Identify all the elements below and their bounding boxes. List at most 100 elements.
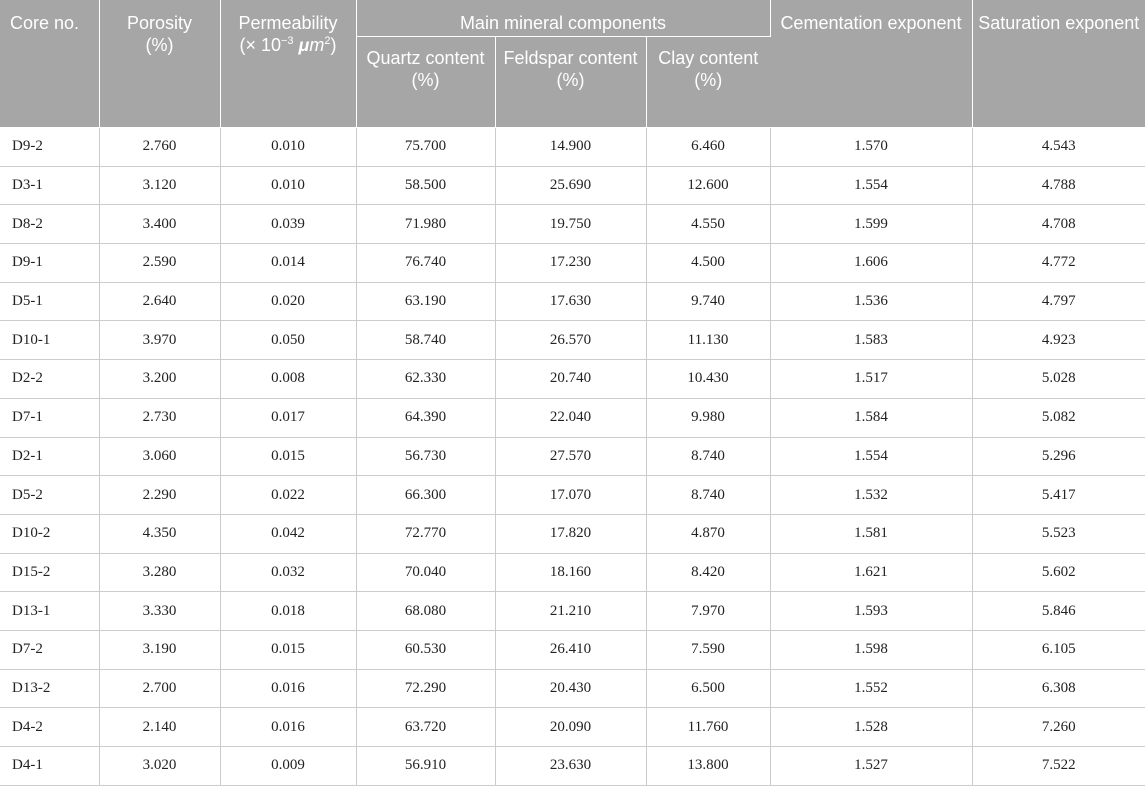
cell-saturation: 5.417: [972, 475, 1145, 515]
cell-saturation: 4.923: [972, 320, 1145, 361]
cell-cementation: 1.593: [770, 591, 973, 631]
cell-cementation: 1.517: [770, 359, 973, 399]
cell-permeability: 0.018: [220, 591, 357, 631]
table-row: D7-1 2.730 0.017 64.390 22.040 9.980 1.584 5.08…: [0, 398, 1145, 438]
cell-feldspar: 21.210: [495, 591, 647, 631]
cell-cementation: 1.552: [770, 669, 973, 709]
cell-permeability: 0.032: [220, 553, 357, 593]
table-header: Core no. Porosity (%) Permeability (× 10…: [0, 0, 1145, 128]
table-row: D8-2 3.400 0.039 71.980 19.750 4.550 1.599 4.70…: [0, 204, 1145, 245]
cell-quartz: 66.300: [356, 475, 496, 515]
cell-clay: 9.980: [646, 398, 771, 438]
cell-feldspar: 20.090: [495, 707, 647, 747]
cell-quartz: 75.700: [356, 127, 496, 167]
cell-core-no: D4-2: [0, 707, 100, 747]
cell-saturation: 6.308: [972, 669, 1145, 709]
cell-quartz: 70.040: [356, 553, 496, 593]
cell-porosity: 3.060: [99, 437, 221, 477]
cell-core-no: D8-2: [0, 204, 100, 245]
cell-saturation: 5.028: [972, 359, 1145, 399]
cell-quartz: 63.190: [356, 282, 496, 322]
cell-cementation: 1.536: [770, 282, 973, 322]
cell-feldspar: 22.040: [495, 398, 647, 438]
cell-cementation: 1.554: [770, 166, 973, 206]
cell-core-no: D13-2: [0, 669, 100, 709]
cell-permeability: 0.016: [220, 707, 357, 747]
cell-cementation: 1.599: [770, 204, 973, 245]
table-row: D4-1 3.020 0.009 56.910 23.630 13.800 1.527 7.5…: [0, 746, 1145, 786]
header-quartz-content: Quartz content (%): [356, 36, 496, 128]
cell-saturation: 5.082: [972, 398, 1145, 438]
cell-porosity: 2.760: [99, 127, 221, 167]
cell-porosity: 3.330: [99, 591, 221, 631]
cell-permeability: 0.020: [220, 282, 357, 322]
cell-clay: 6.500: [646, 669, 771, 709]
cell-clay: 10.430: [646, 359, 771, 399]
cell-core-no: D3-1: [0, 166, 100, 206]
cell-permeability: 0.016: [220, 669, 357, 709]
cell-porosity: 3.200: [99, 359, 221, 399]
cell-porosity: 3.020: [99, 746, 221, 786]
cell-quartz: 62.330: [356, 359, 496, 399]
cell-saturation: 4.772: [972, 243, 1145, 283]
table-row: D2-1 3.060 0.015 56.730 27.570 8.740 1.554 5.29…: [0, 437, 1145, 477]
cell-saturation: 6.105: [972, 630, 1145, 670]
cell-porosity: 3.190: [99, 630, 221, 670]
cell-cementation: 1.532: [770, 475, 973, 515]
cell-clay: 7.970: [646, 591, 771, 631]
cell-porosity: 2.140: [99, 707, 221, 747]
header-core-no: Core no.: [0, 0, 100, 128]
cell-clay: 4.500: [646, 243, 771, 283]
cell-porosity: 4.350: [99, 514, 221, 554]
cell-saturation: 4.708: [972, 204, 1145, 245]
cell-clay: 4.870: [646, 514, 771, 554]
table-row: D15-2 3.280 0.032 70.040 18.160 8.420 1.621 5.6…: [0, 553, 1145, 593]
table-row: D10-1 3.970 0.050 58.740 26.570 11.130 1.583 4.…: [0, 320, 1145, 361]
table-row: D7-2 3.190 0.015 60.530 26.410 7.590 1.598 6.10…: [0, 630, 1145, 670]
cell-quartz: 56.910: [356, 746, 496, 786]
table-row: D13-1 3.330 0.018 68.080 21.210 7.970 1.593 5.8…: [0, 591, 1145, 631]
table-row: D9-2 2.760 0.010 75.700 14.900 6.460 1.570 4.54…: [0, 127, 1145, 167]
cell-feldspar: 26.570: [495, 320, 647, 361]
cell-clay: 11.760: [646, 707, 771, 747]
cell-quartz: 56.730: [356, 437, 496, 477]
cell-clay: 8.420: [646, 553, 771, 593]
cell-core-no: D2-2: [0, 359, 100, 399]
cell-quartz: 63.720: [356, 707, 496, 747]
cell-clay: 4.550: [646, 204, 771, 245]
cell-permeability: 0.010: [220, 127, 357, 167]
cell-clay: 6.460: [646, 127, 771, 167]
permeability-unit: (× 10−3 μm2): [239, 35, 337, 55]
cell-core-no: D7-1: [0, 398, 100, 438]
cell-core-no: D13-1: [0, 591, 100, 631]
cell-saturation: 7.260: [972, 707, 1145, 747]
cell-core-no: D5-2: [0, 475, 100, 515]
header-permeability: Permeability (× 10−3 μm2): [220, 0, 357, 128]
cell-permeability: 0.022: [220, 475, 357, 515]
cell-saturation: 4.797: [972, 282, 1145, 322]
header-cementation-exponent: Cementation exponent: [770, 0, 973, 128]
cell-saturation: 7.522: [972, 746, 1145, 786]
cell-core-no: D10-1: [0, 320, 100, 361]
cell-porosity: 2.700: [99, 669, 221, 709]
cell-porosity: 2.730: [99, 398, 221, 438]
table-body: D9-2 2.760 0.010 75.700 14.900 6.460 1.570 4.54…: [0, 127, 1145, 786]
cell-permeability: 0.042: [220, 514, 357, 554]
cell-feldspar: 17.070: [495, 475, 647, 515]
header-saturation-exponent: Saturation exponent: [972, 0, 1145, 128]
table-row: D5-2 2.290 0.022 66.300 17.070 8.740 1.532 5.41…: [0, 475, 1145, 515]
header-porosity: Porosity (%): [99, 0, 221, 128]
cell-feldspar: 17.230: [495, 243, 647, 283]
cell-permeability: 0.009: [220, 746, 357, 786]
cell-clay: 13.800: [646, 746, 771, 786]
cell-core-no: D4-1: [0, 746, 100, 786]
cell-permeability: 0.010: [220, 166, 357, 206]
cell-feldspar: 26.410: [495, 630, 647, 670]
table-row: D13-2 2.700 0.016 72.290 20.430 6.500 1.552 6.3…: [0, 669, 1145, 709]
cell-saturation: 5.602: [972, 553, 1145, 593]
cell-cementation: 1.584: [770, 398, 973, 438]
table-row: D9-1 2.590 0.014 76.740 17.230 4.500 1.606 4.77…: [0, 243, 1145, 283]
cell-saturation: 5.296: [972, 437, 1145, 477]
cell-saturation: 5.523: [972, 514, 1145, 554]
